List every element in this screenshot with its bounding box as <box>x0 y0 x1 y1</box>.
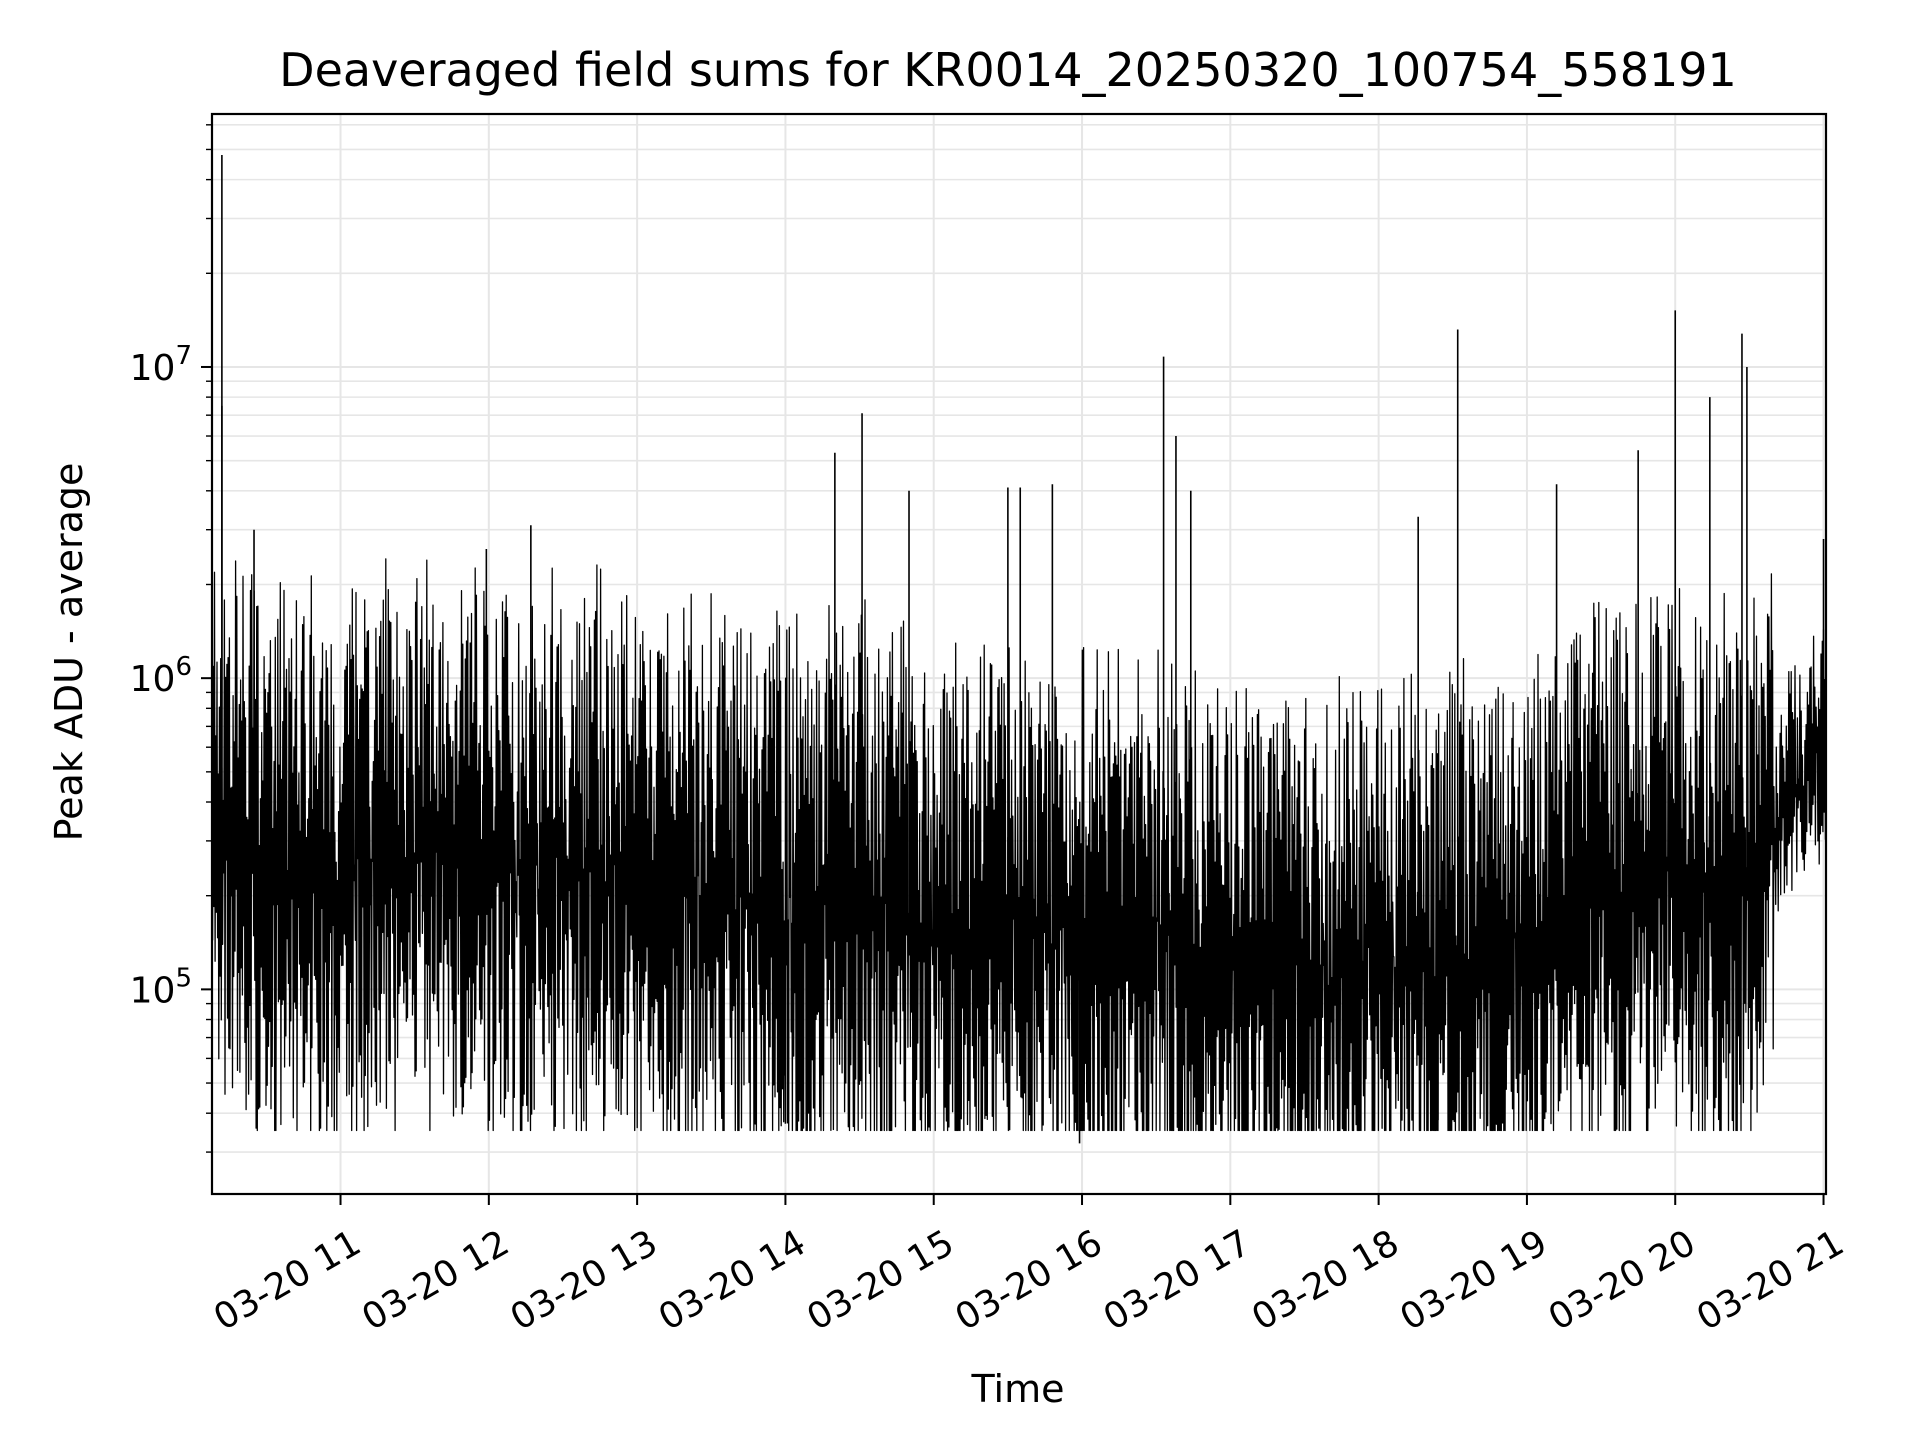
y-tick-label: 106 <box>130 652 192 700</box>
plot-area <box>211 154 1827 1144</box>
y-tick-label: 105 <box>130 963 192 1011</box>
x-axis-label: Time <box>971 1367 1065 1411</box>
series-line <box>211 558 1827 1132</box>
plot-frame <box>210 112 1828 1196</box>
y-axis-label: Peak ADU - average <box>47 463 91 842</box>
y-tick-label: 107 <box>130 341 192 389</box>
chart-title: Deaveraged field sums for KR0014_2025032… <box>279 43 1737 97</box>
